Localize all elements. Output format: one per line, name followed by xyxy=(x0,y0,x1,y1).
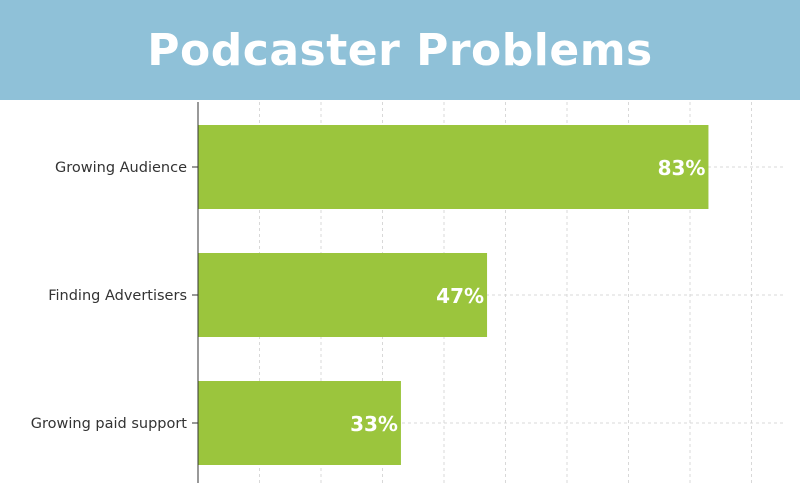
value-label: 33% xyxy=(350,412,398,436)
category-labels: Growing Audience Finding Advertisers Growi… xyxy=(31,160,198,432)
category-label: Finding Advertisers xyxy=(48,288,187,304)
bar xyxy=(198,125,709,209)
category-label: Growing Audience xyxy=(55,160,187,176)
value-label: 83% xyxy=(658,156,706,180)
chart-title: Podcaster Problems xyxy=(147,24,653,76)
category-label: Growing paid support xyxy=(31,416,188,432)
bars xyxy=(198,125,709,465)
title-banner: Podcaster Problems xyxy=(0,0,800,100)
value-label: 47% xyxy=(436,284,484,308)
value-labels: 83% 47% 33% xyxy=(350,156,705,436)
bar xyxy=(198,381,401,465)
bar xyxy=(198,253,488,337)
